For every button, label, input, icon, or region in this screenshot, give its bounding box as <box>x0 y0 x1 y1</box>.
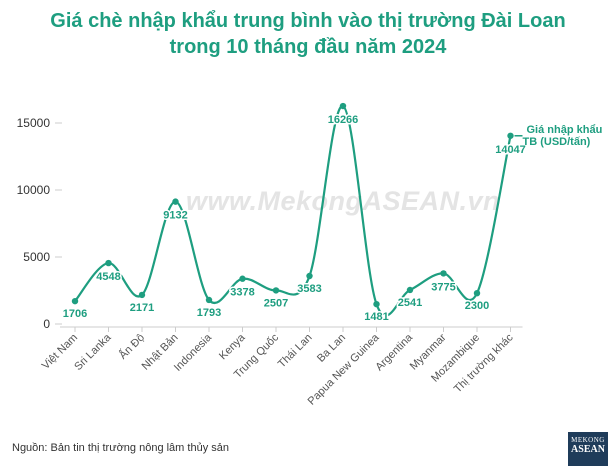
data-label: 1706 <box>63 308 87 320</box>
data-point <box>306 272 313 280</box>
mekong-asean-logo: MEKONG ASEAN <box>568 432 608 466</box>
data-point <box>406 286 414 294</box>
data-point <box>71 297 79 305</box>
data-point <box>205 296 213 304</box>
y-tick-label: 10000 <box>17 183 51 197</box>
y-tick-label: 0 <box>43 317 50 331</box>
data-label: 2171 <box>130 302 154 314</box>
data-point <box>373 300 380 308</box>
data-point <box>239 275 246 282</box>
data-point <box>272 287 280 294</box>
data-point <box>473 289 481 297</box>
x-tick-label: Indonesia <box>172 331 215 374</box>
data-label: 2300 <box>465 300 489 312</box>
data-label: 3583 <box>297 283 321 295</box>
data-label: 3775 <box>431 281 455 293</box>
series-name-label: Giá nhập khẩu TB (USD/tấn) <box>523 124 603 148</box>
x-tick-label: Kenya <box>217 331 248 362</box>
data-point <box>172 198 179 205</box>
chart-title: Giá chè nhập khẩu trung bình vào thị trư… <box>0 8 616 60</box>
data-label: 2541 <box>398 297 422 309</box>
watermark: www.MekongASEAN.vn <box>186 186 501 216</box>
x-tick-label: Thái Lan <box>276 332 315 371</box>
data-label: 4548 <box>96 271 120 283</box>
data-point <box>440 270 447 277</box>
data-point <box>105 259 112 267</box>
data-label: 14047 <box>495 144 526 156</box>
logo-line-1: MEKONG <box>571 436 605 444</box>
data-label: 16266 <box>328 114 359 126</box>
x-tick-label: Ba Lan <box>315 332 348 365</box>
x-tick-label: Thị trường khác <box>452 331 516 395</box>
source-note: Nguồn: Bản tin thị trường nông lâm thủy … <box>12 442 229 454</box>
chart-title-line-2: trong 10 tháng đầu năm 2024 <box>169 36 447 58</box>
logo-line-2: ASEAN <box>571 444 605 455</box>
data-label: 1481 <box>364 311 388 323</box>
x-tick-label: Ấn Độ <box>116 331 147 362</box>
data-label: 2507 <box>264 297 288 309</box>
data-label: 3378 <box>230 287 254 299</box>
data-point <box>507 132 514 139</box>
data-point <box>339 102 347 110</box>
data-point <box>138 291 146 299</box>
y-tick-label: 5000 <box>23 250 50 264</box>
data-label: 9132 <box>163 210 187 222</box>
x-tick-label: Sri Lanka <box>72 331 114 373</box>
chart-title-line-1: Giá chè nhập khẩu trung bình vào thị trư… <box>50 10 566 32</box>
data-label: 1793 <box>197 307 221 319</box>
y-tick-label: 15000 <box>17 116 51 130</box>
